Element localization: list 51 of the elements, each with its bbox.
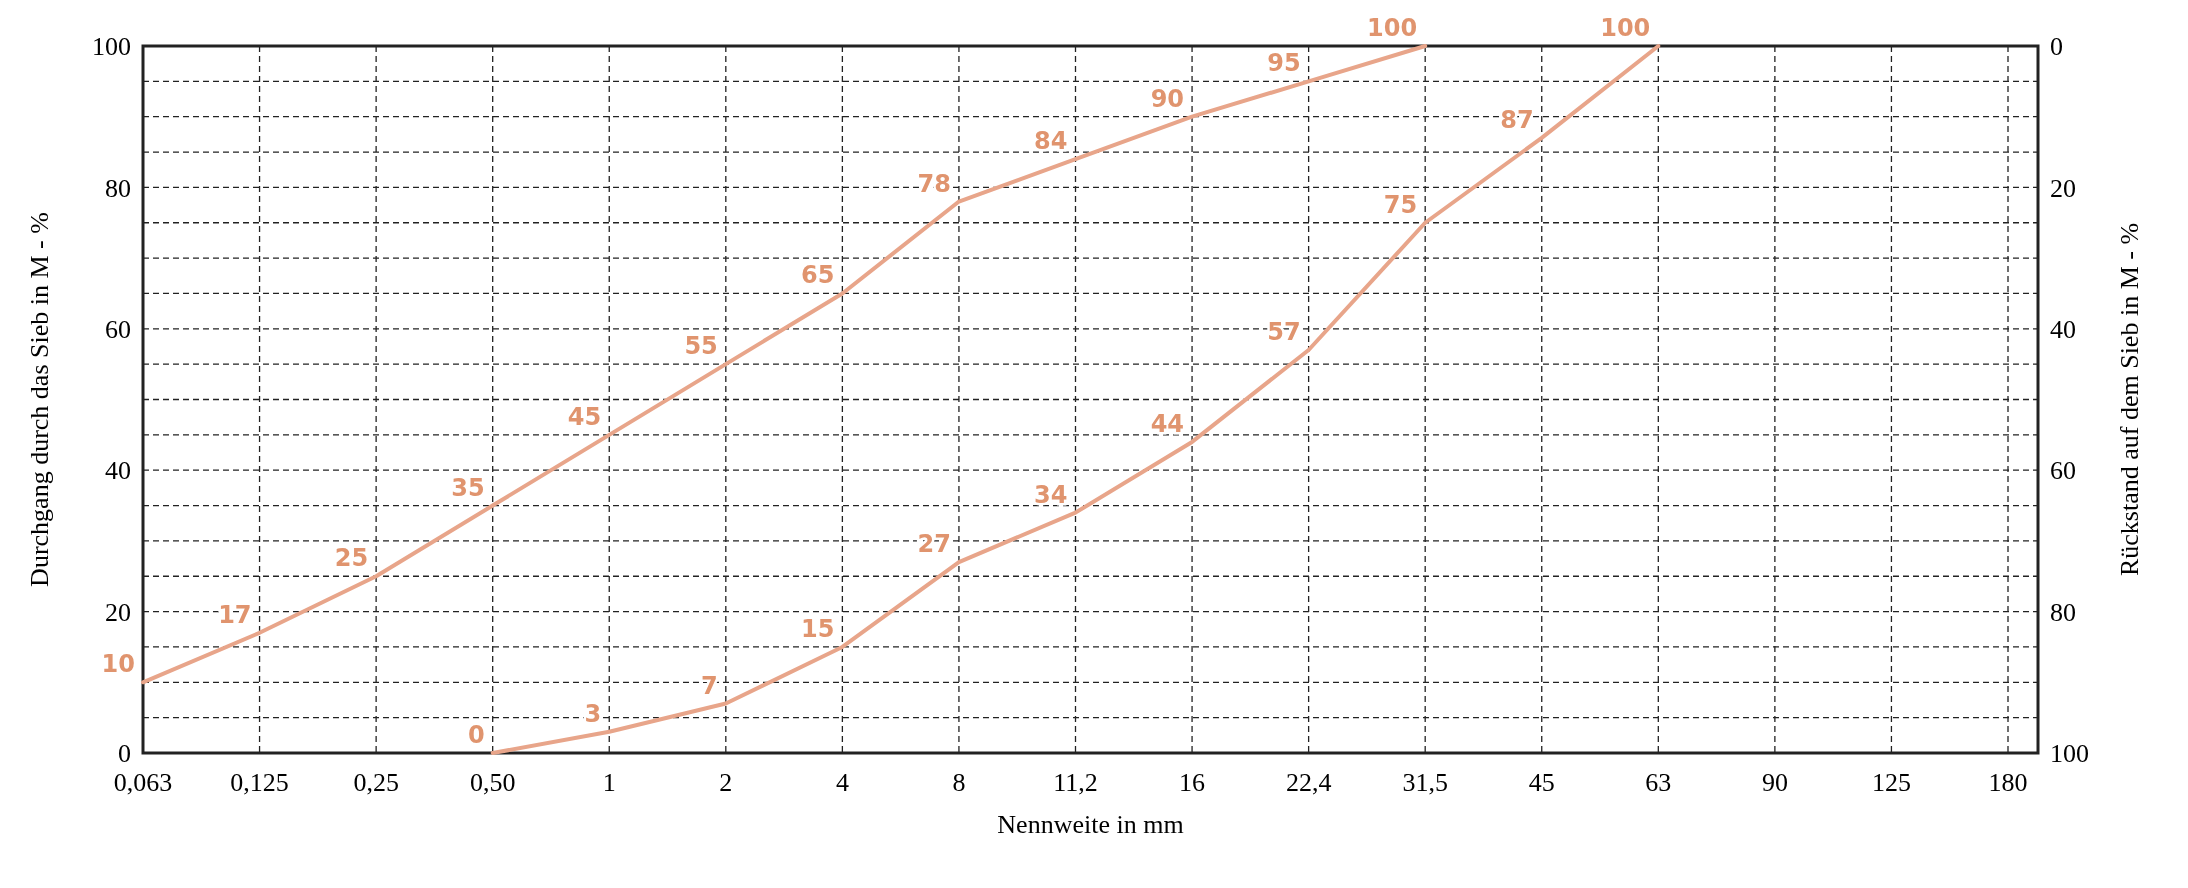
data-label: 15	[800, 614, 835, 643]
data-label: 55	[684, 332, 718, 361]
data-label: 100	[1600, 14, 1651, 42]
x-tick-label: 180	[1988, 768, 2028, 797]
data-label: 87	[1500, 105, 1534, 134]
data-label: 25	[334, 544, 369, 573]
x-tick-label: 0,25	[353, 768, 399, 797]
x-tick-label: 16	[1179, 768, 1206, 797]
y2-axis-title: Rückstand auf dem Sieb in M - %	[2115, 222, 2144, 577]
line-series	[490, 44, 1661, 755]
x-tick-label: 90	[1761, 768, 1788, 797]
data-label: 84	[1034, 127, 1068, 156]
y-tick-label: 80	[105, 173, 131, 203]
data-label: 65	[800, 261, 835, 290]
x-tick-label: 0,125	[230, 768, 289, 797]
x-tick-label: 0,50	[469, 768, 516, 797]
y2-tick-label: 80	[2050, 597, 2076, 627]
y2-tick-label: 0	[2050, 32, 2063, 62]
y-tick-label: 0	[118, 739, 131, 769]
x-tick-label: 1	[602, 768, 616, 797]
x-tick-label: 45	[1528, 768, 1555, 797]
x-tick-label: 31,5	[1402, 768, 1448, 797]
y-tick-label: 60	[105, 314, 131, 344]
y-tick-label: 20	[105, 597, 131, 627]
data-label: 95	[1267, 49, 1301, 78]
x-tick-label: 8	[952, 768, 966, 797]
data-label: 0	[467, 721, 485, 749]
y-tick-label: 40	[105, 456, 131, 486]
data-label: 100	[1367, 14, 1418, 42]
data-label: 35	[451, 473, 485, 502]
data-label: 10	[101, 650, 135, 679]
data-label: 75	[1383, 190, 1418, 219]
x-tick-label: 4	[835, 768, 849, 797]
x-tick-label: 125	[1871, 768, 1911, 797]
x-tick-label: 63	[1645, 768, 1672, 797]
x-tick-label: 22,4	[1285, 768, 1332, 797]
y2-tick-label: 100	[2050, 739, 2089, 769]
x-axis-title: Nennweite in mm	[997, 810, 1184, 839]
data-label: 34	[1034, 480, 1068, 509]
data-label: 44	[1150, 409, 1185, 438]
y2-tick-label: 20	[2050, 173, 2076, 203]
y-tick-label: 100	[92, 32, 131, 62]
data-label: 78	[917, 169, 951, 198]
data-label: 90	[1150, 84, 1185, 113]
y2-tick-label: 40	[2050, 314, 2076, 344]
y2-tick-label: 60	[2050, 456, 2076, 486]
data-label: 45	[567, 402, 602, 431]
x-tick-label: 11,2	[1053, 768, 1098, 797]
x-tick-label: 0,063	[113, 768, 173, 797]
y-axis-title: Durchgang durch das Sieb in M - %	[25, 212, 54, 587]
x-tick-label: 2	[719, 768, 733, 797]
